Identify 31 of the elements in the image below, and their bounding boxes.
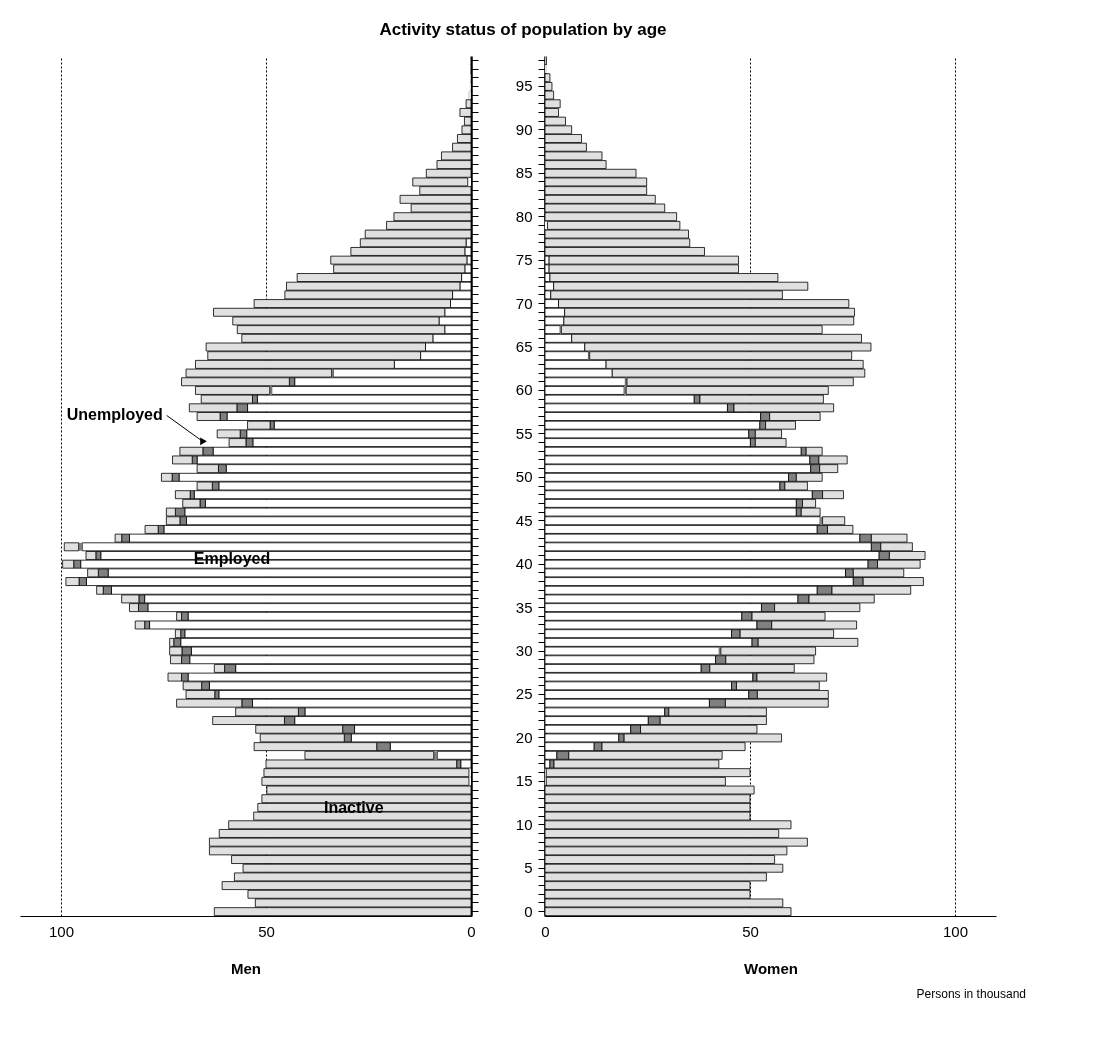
y-tick-label: 80 bbox=[515, 207, 533, 225]
y-tick-label: 35 bbox=[515, 598, 533, 616]
y-tick-label: 25 bbox=[515, 685, 533, 703]
y-tick-label: 5 bbox=[524, 859, 533, 877]
x-tick-label: 100 bbox=[48, 922, 75, 940]
y-tick-label: 60 bbox=[515, 381, 533, 399]
y-tick-label: 15 bbox=[515, 772, 533, 790]
x-tick-label: 50 bbox=[258, 922, 275, 940]
y-tick-label: 65 bbox=[515, 338, 533, 356]
x-tick-label: 100 bbox=[942, 922, 969, 940]
y-tick-label: 10 bbox=[515, 815, 533, 833]
text: Activity status of population by age bbox=[379, 19, 667, 39]
y-tick-label: 50 bbox=[515, 468, 533, 486]
y-tick-label: 20 bbox=[515, 728, 533, 746]
y-tick-label: 90 bbox=[515, 120, 533, 138]
y-tick-label: 30 bbox=[515, 642, 533, 660]
text: Persons in thousand bbox=[916, 987, 1026, 1001]
y-tick-label: 45 bbox=[515, 511, 533, 529]
x-tick-label: 50 bbox=[742, 922, 759, 940]
y-tick-label: 95 bbox=[515, 77, 533, 95]
x-axis-title: Women bbox=[744, 959, 798, 977]
x-tick-label: 0 bbox=[467, 922, 476, 940]
y-tick-label: 85 bbox=[515, 164, 533, 182]
x-tick-label: 0 bbox=[541, 922, 550, 940]
y-tick-label: 75 bbox=[515, 251, 533, 269]
text: Unemployed bbox=[66, 406, 163, 424]
y-tick-label: 70 bbox=[515, 294, 533, 312]
y-tick-label: 40 bbox=[515, 555, 533, 573]
y-tick-label: 55 bbox=[515, 424, 533, 442]
y-tick-label: 0 bbox=[524, 902, 533, 920]
x-axis-title: Men bbox=[231, 959, 261, 977]
